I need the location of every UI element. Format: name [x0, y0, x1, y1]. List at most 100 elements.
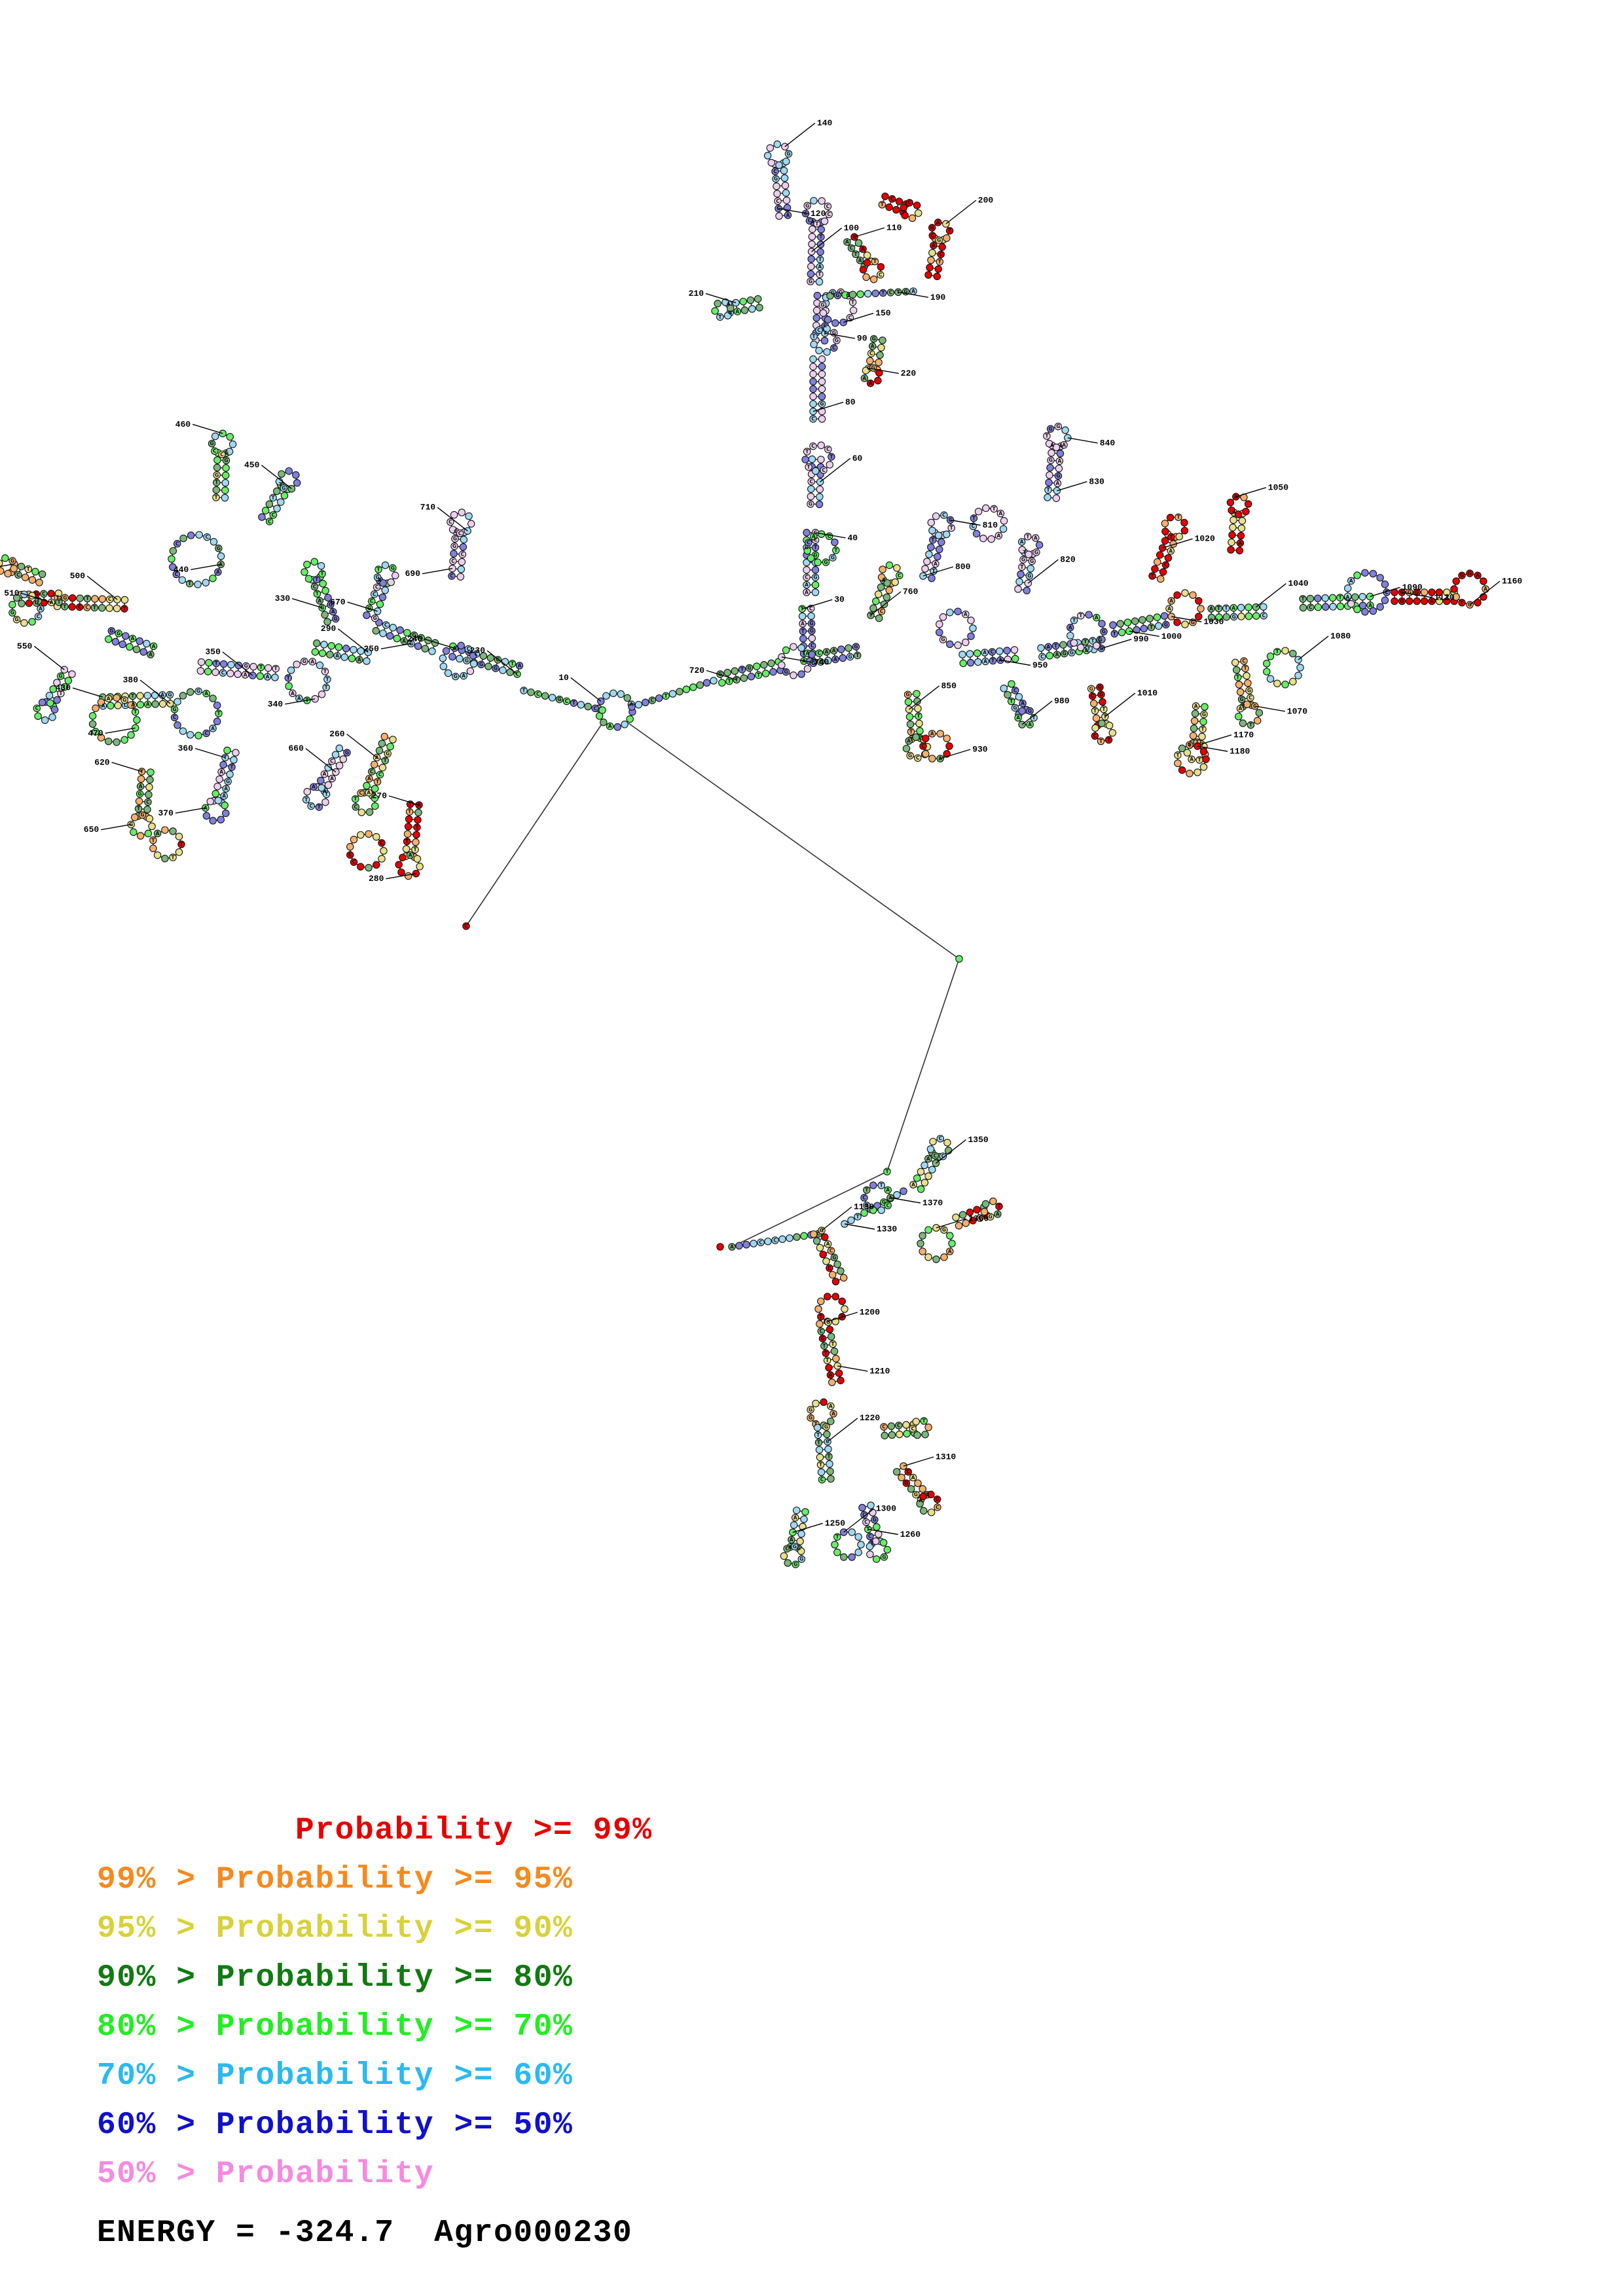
nucleotide	[562, 697, 571, 706]
nucleotide	[922, 734, 930, 742]
nucleotide	[810, 340, 818, 348]
nucleotide	[1154, 558, 1161, 566]
nucleotide	[4, 569, 12, 578]
nucleotide	[936, 628, 943, 636]
nucleotide	[862, 1518, 870, 1526]
nucleotide	[936, 258, 944, 266]
nucleotide	[1428, 588, 1436, 596]
nucleotide	[859, 266, 867, 274]
nucleotide	[1199, 725, 1207, 733]
nucleotide	[1037, 644, 1045, 652]
nucleotide	[1230, 516, 1237, 524]
position-leader-line	[1469, 581, 1501, 605]
nucleotide	[284, 674, 293, 682]
position-label: 140	[817, 118, 833, 128]
nucleotide	[884, 1202, 892, 1210]
nucleotide	[830, 1253, 839, 1262]
nucleotide	[854, 1549, 862, 1556]
nucleotide	[458, 509, 466, 516]
nucleotide	[120, 696, 128, 704]
nucleotide	[874, 590, 883, 598]
nucleotide	[847, 1216, 855, 1225]
nucleotide	[869, 604, 877, 613]
nucleotide	[807, 554, 815, 562]
nucleotide	[92, 704, 100, 712]
nucleotide	[115, 630, 122, 637]
nucleotide	[1007, 697, 1015, 706]
position-label: 500	[70, 571, 86, 581]
nucleotide	[350, 645, 357, 654]
nucleotide	[1077, 611, 1085, 620]
nucleotide	[932, 1255, 940, 1263]
nucleotide	[1068, 649, 1076, 656]
nucleotide	[9, 557, 16, 565]
nucleotide	[34, 613, 43, 620]
nucleotide	[939, 1152, 947, 1160]
nucleotide	[46, 699, 54, 707]
position-leader-line	[21, 592, 52, 603]
nucleotide	[831, 1278, 840, 1285]
nucleotide	[227, 670, 234, 677]
position-leader-line	[821, 1206, 852, 1231]
nucleotide	[515, 662, 524, 670]
nucleotide	[456, 655, 464, 663]
nucleotide	[1243, 700, 1251, 708]
nucleotide	[807, 478, 815, 486]
position-leader-line	[291, 598, 323, 609]
nucleotide	[14, 571, 22, 579]
position-label: 30	[834, 595, 845, 605]
nucleotide	[451, 535, 459, 543]
nucleotide	[833, 291, 842, 300]
position-leader-line	[909, 685, 939, 710]
nucleotide	[824, 1445, 832, 1453]
nucleotide	[818, 363, 826, 370]
nucleotide	[450, 511, 458, 519]
nucleotide	[902, 1479, 911, 1487]
nucleotide	[1347, 600, 1355, 608]
nucleotide	[313, 590, 321, 598]
nucleotide	[816, 1453, 824, 1462]
nucleotide	[1260, 603, 1267, 611]
nucleotide	[212, 493, 220, 501]
nucleotide	[449, 642, 457, 651]
nucleotide	[271, 673, 279, 681]
nucleotide	[790, 672, 797, 679]
nucleotide	[153, 851, 162, 859]
nucleotide	[809, 393, 817, 401]
nucleotide	[788, 1535, 795, 1544]
nucleotide	[955, 955, 963, 963]
nucleotide	[318, 569, 326, 578]
nucleotide	[169, 827, 177, 835]
nucleotide	[1306, 594, 1315, 603]
position-label: 760	[903, 587, 919, 597]
nucleotide	[994, 1210, 1002, 1218]
nucleotide	[399, 853, 407, 861]
nucleotide	[346, 851, 354, 859]
nucleotide	[393, 634, 401, 643]
nucleotide	[301, 657, 308, 666]
nucleotide	[803, 202, 811, 210]
nucleotide	[47, 590, 55, 598]
nucleotide	[854, 1533, 862, 1541]
nucleotide	[974, 507, 983, 516]
nucleotide	[1085, 645, 1093, 653]
nucleotide	[642, 698, 649, 707]
nucleotide	[61, 594, 69, 602]
nucleotide	[1202, 755, 1210, 763]
nucleotide	[814, 1305, 822, 1313]
nucleotide	[966, 658, 975, 667]
nucleotide	[1174, 759, 1182, 767]
nucleotide	[219, 669, 227, 677]
nucleotide	[104, 635, 113, 643]
nucleotide	[459, 543, 467, 551]
nucleotide	[822, 1257, 830, 1265]
nucleotide	[1307, 603, 1315, 611]
nucleotide	[868, 342, 877, 350]
legend-row-p95: 99% > Probability >= 95%	[97, 1862, 574, 1897]
position-label: 430	[56, 683, 71, 693]
nucleotide	[224, 778, 232, 785]
nucleotide	[365, 789, 373, 797]
nucleotide	[655, 694, 663, 702]
position-leader-layer	[0, 122, 1501, 1535]
